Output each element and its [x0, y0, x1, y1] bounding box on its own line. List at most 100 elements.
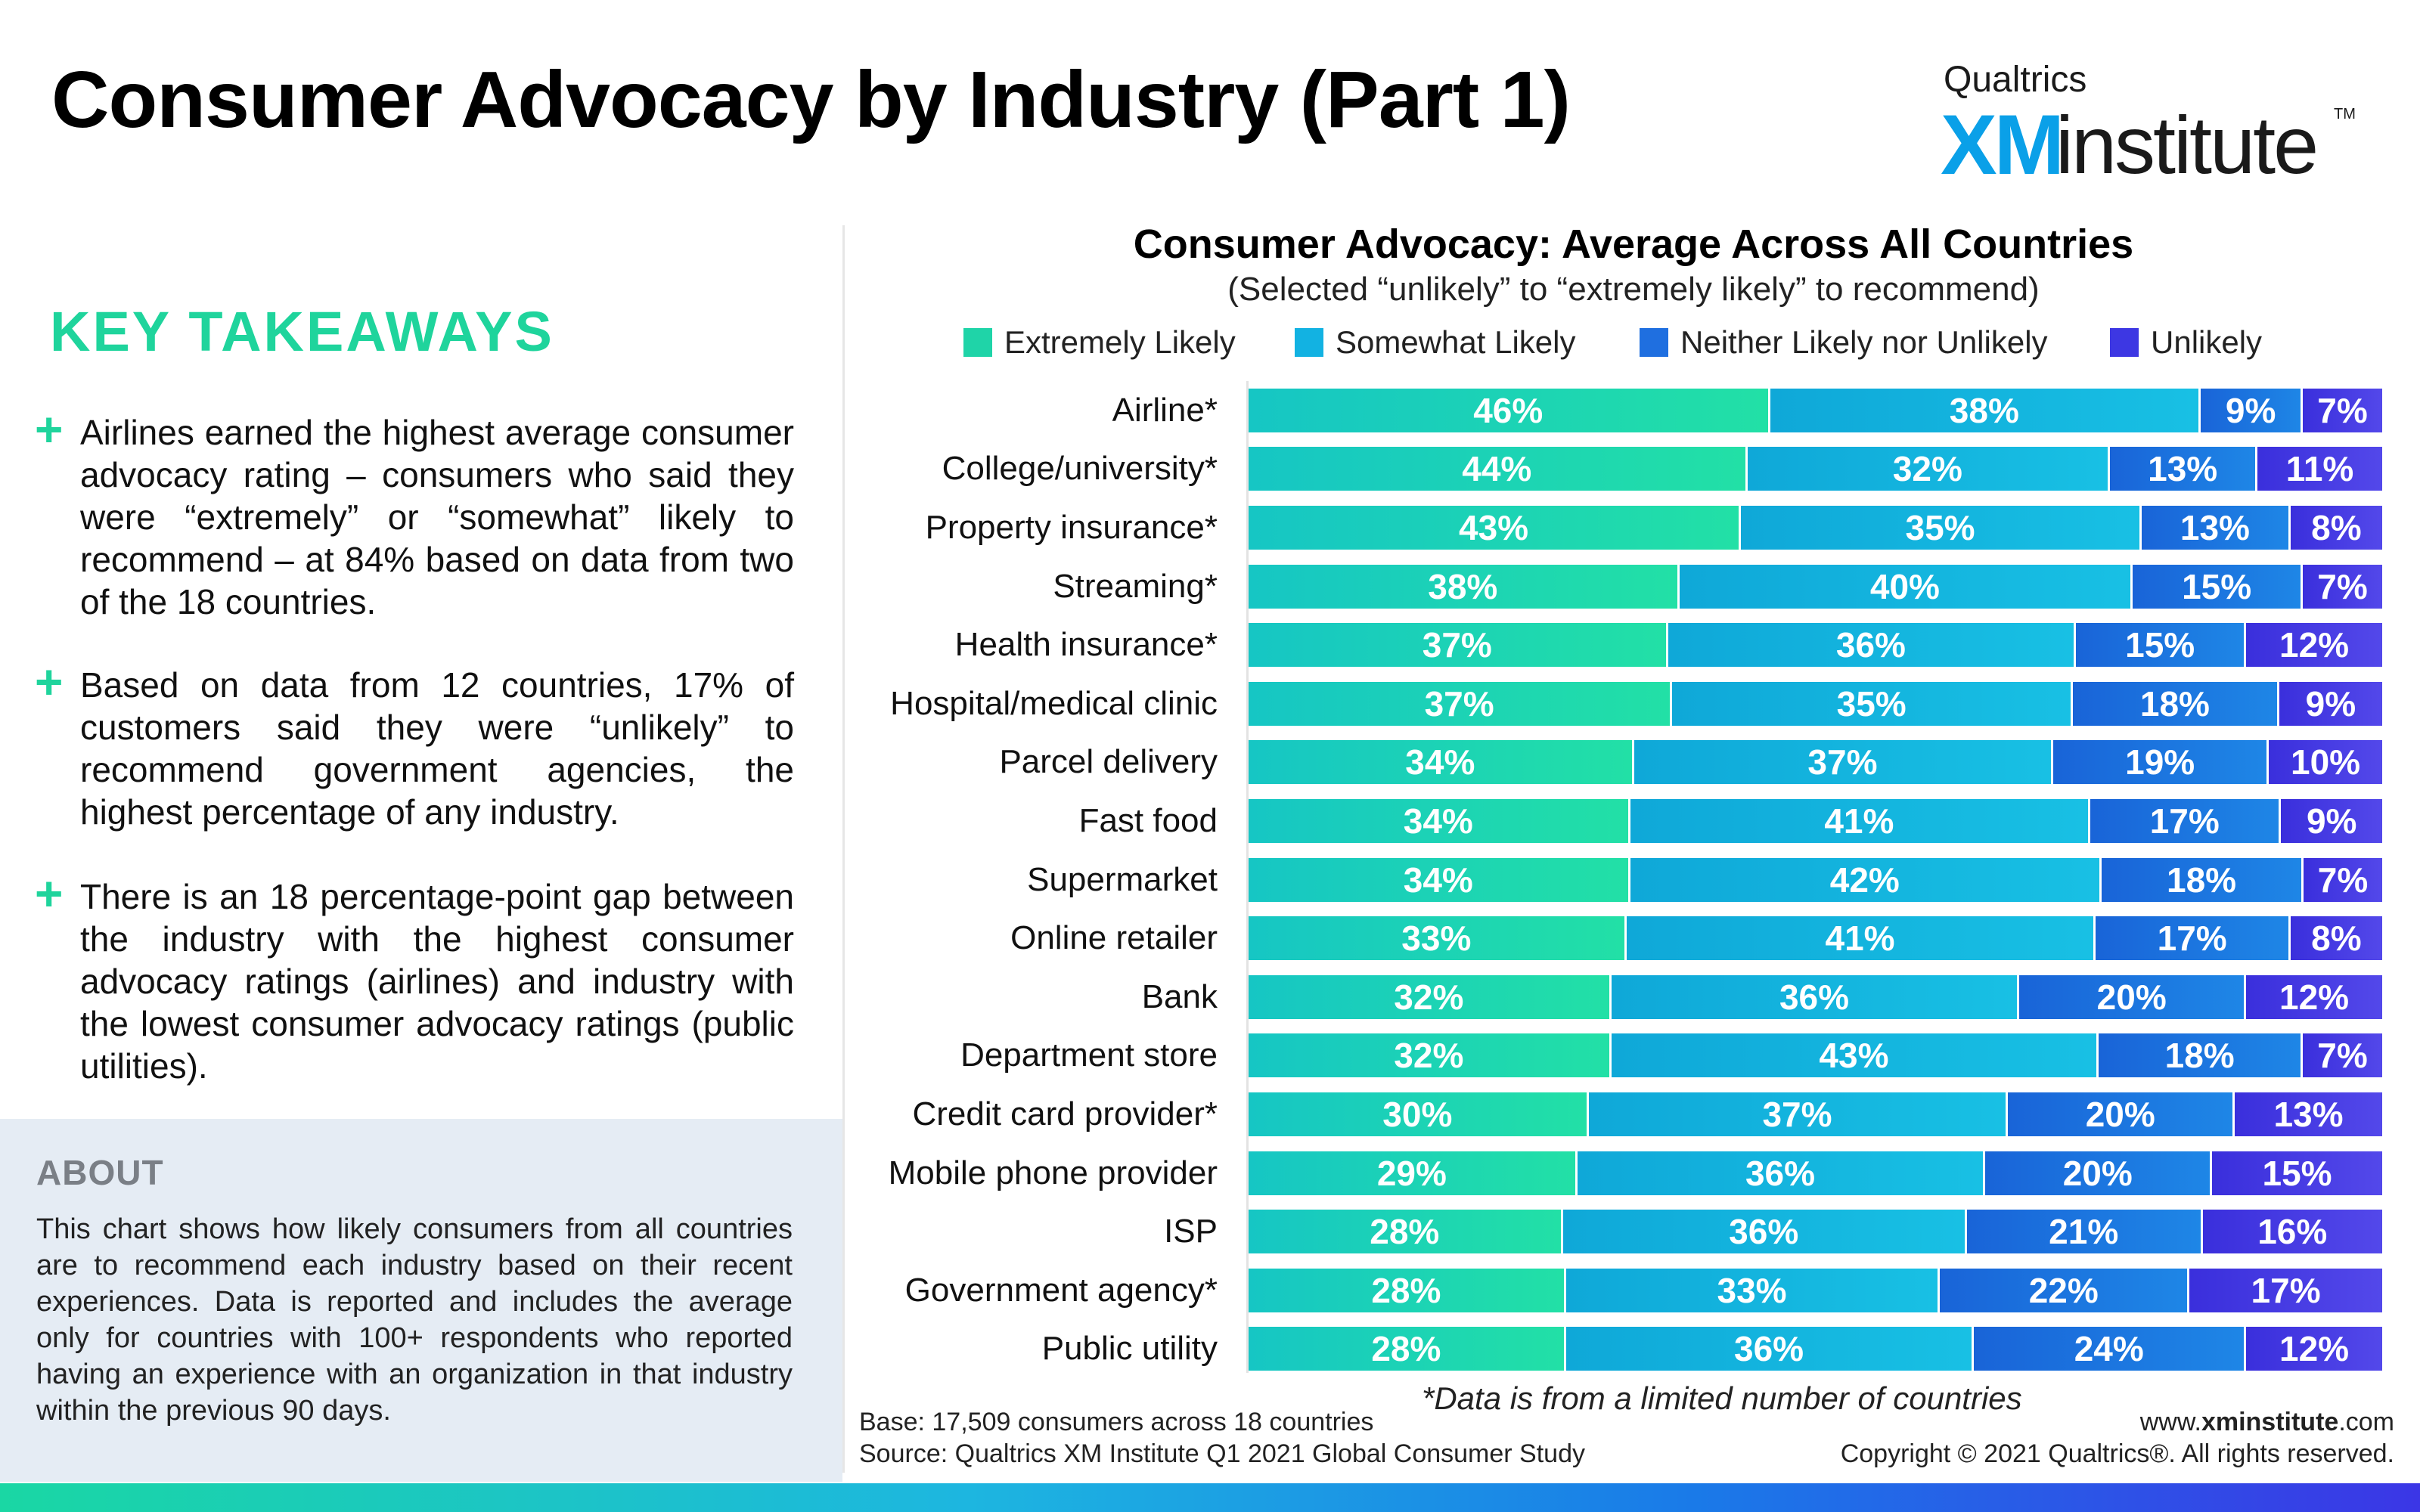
bar-segment: 12% — [2246, 623, 2382, 668]
legend-swatch — [1295, 328, 1323, 357]
bar-value-label: 43% — [1459, 508, 1529, 547]
source-note: Source: Qualtrics XM Institute Q1 2021 G… — [859, 1439, 1586, 1468]
bar-value-label: 32% — [1394, 1036, 1464, 1076]
takeaway-item: There is an 18 percentage-point gap betw… — [80, 877, 794, 1086]
bar-segment: 10% — [2269, 740, 2382, 785]
bar-segment: 43% — [1249, 506, 1742, 550]
bar-value-label: 28% — [1371, 1329, 1441, 1369]
bar-value-label: 37% — [1424, 683, 1494, 723]
bar-value-label: 12% — [2279, 1329, 2350, 1369]
legend-item-extremely-likely: Extremely Likely — [963, 324, 1236, 361]
panel-divider — [842, 225, 845, 1473]
bar-segment: 8% — [2290, 916, 2382, 961]
legend-swatch — [963, 328, 992, 357]
bar-segment: 41% — [1626, 916, 2096, 961]
bar-value-label: 40% — [1869, 566, 1940, 606]
base-note: Base: 17,509 consumers across 18 countri… — [859, 1408, 1374, 1436]
legend-item-neither: Neither Likely nor Unlikely — [1640, 324, 2048, 361]
bar-value-label: 34% — [1403, 860, 1473, 900]
bar-value-label: 18% — [2139, 683, 2210, 723]
bar-segment: 34% — [1249, 740, 1634, 785]
bar-value-label: 28% — [1371, 1270, 1441, 1310]
bar-segment: 9% — [2281, 799, 2382, 843]
bar-segment: 28% — [1249, 1210, 1563, 1254]
bar-value-label: 15% — [2182, 566, 2252, 606]
xm-institute-logo: Qualtrics XM institute TM — [1936, 59, 2360, 187]
bar-value-label: 34% — [1403, 801, 1473, 841]
bar-segment: 8% — [2290, 506, 2382, 550]
bar-value-label: 37% — [1762, 1095, 1832, 1134]
bar-value-label: 35% — [1836, 683, 1907, 723]
bar-value-label: 7% — [2317, 566, 2368, 606]
bar-segment: 37% — [1249, 623, 1668, 668]
bar-segment: 36% — [1611, 974, 2020, 1019]
category-label: Property insurance* — [925, 509, 1218, 546]
plus-icon: + — [35, 402, 64, 457]
bar-value-label: 11% — [2285, 449, 2354, 489]
website-link[interactable]: www.xminstitute.com — [2140, 1408, 2394, 1437]
website-domain: xminstitute — [2201, 1408, 2339, 1436]
bar-segment: 35% — [1741, 506, 2142, 550]
key-takeaways-heading: KEY TAKEAWAYS — [50, 300, 554, 363]
legend-item-somewhat-likely: Somewhat Likely — [1295, 324, 1575, 361]
about-text: This chart shows how likely consumers fr… — [36, 1213, 793, 1427]
bar-segment: 32% — [1747, 447, 2111, 491]
website-suffix: .com — [2338, 1408, 2394, 1436]
bar-value-label: 19% — [2125, 742, 2195, 782]
bar-segment: 33% — [1249, 916, 1627, 961]
bar-segment: 38% — [1249, 564, 1680, 609]
chart-subtitle: (Selected “unlikely” to “extremely likel… — [1227, 271, 2040, 308]
legend-swatch — [1640, 328, 1668, 357]
category-label: Hospital/medical clinic — [890, 684, 1218, 722]
bar-value-label: 8% — [2311, 919, 2362, 959]
bar-segment: 18% — [2099, 1033, 2304, 1078]
bar-value-label: 7% — [2317, 1036, 2368, 1076]
bar-value-label: 24% — [2074, 1329, 2144, 1369]
bar-value-label: 15% — [2125, 625, 2195, 665]
bar-value-label: 37% — [1807, 742, 1878, 782]
chart-footnote: *Data is from a limited number of countr… — [1422, 1380, 2022, 1416]
legend-label: Neither Likely nor Unlikely — [1680, 324, 2048, 360]
category-label: Department store — [960, 1036, 1218, 1074]
category-label: Fast food — [1078, 802, 1218, 839]
website-prefix: www. — [2139, 1408, 2201, 1436]
bar-segment: 13% — [2235, 1092, 2382, 1136]
bar-segment: 35% — [1672, 681, 2074, 726]
bar-value-label: 20% — [2085, 1095, 2155, 1134]
bar-segment: 28% — [1249, 1327, 1566, 1371]
category-label: Parcel delivery — [999, 743, 1218, 781]
category-label: Government agency* — [904, 1271, 1218, 1309]
bar-value-label: 17% — [2157, 919, 2227, 959]
bar-segment: 32% — [1249, 1033, 1612, 1078]
bar-value-label: 7% — [2317, 860, 2369, 900]
legend-label: Unlikely — [2151, 324, 2263, 360]
about-heading: ABOUT — [36, 1153, 164, 1192]
bar-value-label: 9% — [2306, 801, 2357, 841]
category-label: Airline* — [1112, 391, 1218, 429]
page-title: Consumer Advocacy by Industry (Part 1) — [51, 55, 1571, 144]
logo-institute-text: institute — [2055, 99, 2319, 191]
bar-value-label: 41% — [1824, 801, 1894, 841]
bar-segment: 17% — [2189, 1268, 2382, 1312]
bar-segment: 22% — [1940, 1268, 2190, 1312]
bar-value-label: 44% — [1462, 449, 1532, 489]
bar-value-label: 30% — [1382, 1095, 1453, 1134]
category-label: College/university* — [942, 450, 1218, 488]
bar-value-label: 32% — [1892, 449, 1962, 489]
bar-segment: 30% — [1249, 1092, 1589, 1136]
bar-segment: 38% — [1770, 388, 2201, 432]
bar-segment: 32% — [1249, 974, 1612, 1019]
bar-value-label: 33% — [1401, 919, 1472, 959]
bar-value-label: 36% — [1729, 1212, 1799, 1252]
bar-segment: 7% — [2303, 564, 2382, 609]
category-label: Bank — [1141, 978, 1218, 1015]
bar-value-label: 36% — [1835, 625, 1906, 665]
bar-value-label: 12% — [2279, 625, 2350, 665]
category-label: ISP — [1164, 1213, 1218, 1250]
bar-segment: 36% — [1668, 623, 2077, 668]
bar-segment: 20% — [1985, 1151, 2213, 1195]
bar-value-label: 33% — [1717, 1270, 1787, 1310]
bar-value-label: 36% — [1733, 1329, 1804, 1369]
bar-segment: 36% — [1577, 1151, 1986, 1195]
bar-value-label: 8% — [2311, 508, 2362, 547]
